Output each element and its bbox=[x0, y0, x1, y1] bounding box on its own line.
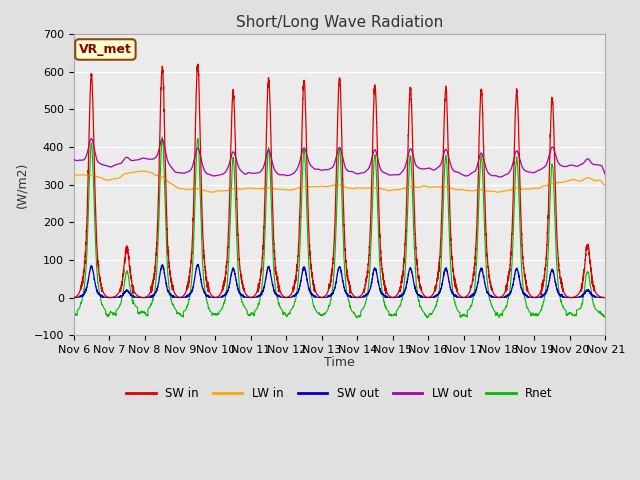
Title: Short/Long Wave Radiation: Short/Long Wave Radiation bbox=[236, 15, 443, 30]
X-axis label: Time: Time bbox=[324, 357, 355, 370]
Text: VR_met: VR_met bbox=[79, 43, 132, 56]
Legend: SW in, LW in, SW out, LW out, Rnet: SW in, LW in, SW out, LW out, Rnet bbox=[122, 382, 557, 405]
Y-axis label: (W/m2): (W/m2) bbox=[15, 161, 28, 208]
